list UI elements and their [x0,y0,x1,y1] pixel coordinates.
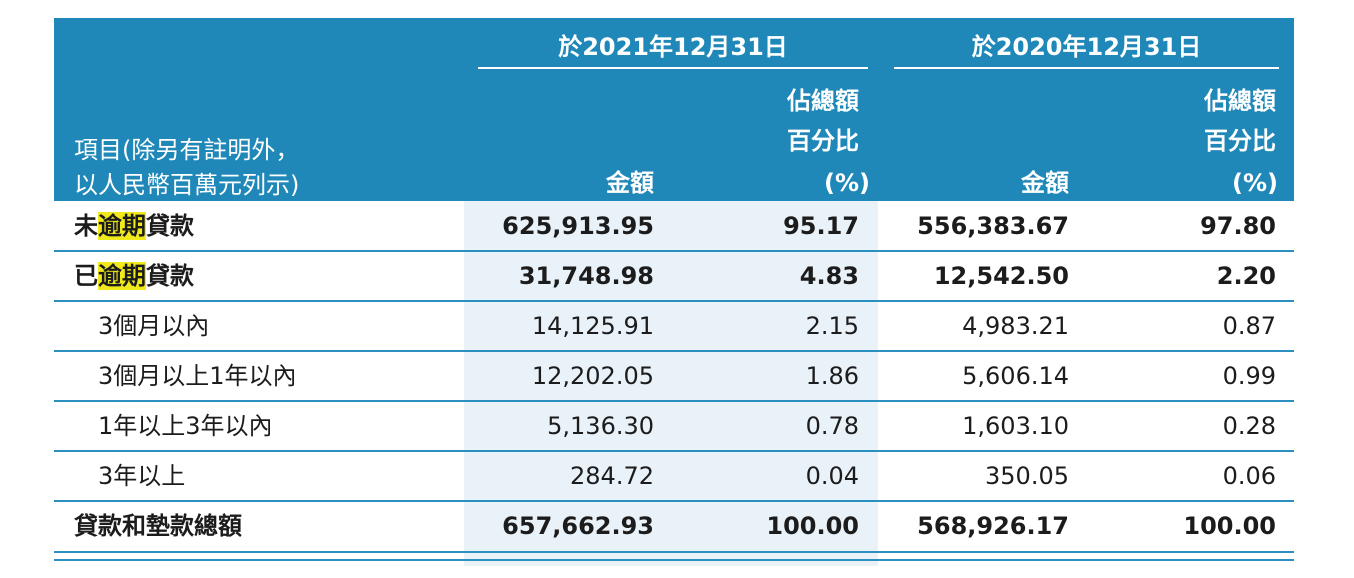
item-label-line1: 項目(除另有註明外， [74,136,300,164]
amount-2020: 556,383.67 [917,212,1069,240]
table-header: 於2021年12月31日 於2020年12月31日 項目(除另有註明外， 以人民… [54,18,1294,201]
pct-2021-label-line1: 佔總額 [787,87,859,115]
amount-2020: 1,603.10 [962,412,1069,440]
row-label: 3個月以上1年以內 [98,362,297,390]
amount-2021-label: 金額 [606,169,654,197]
pct-2021-label-line2: 百分比 [787,127,859,155]
amount-2020: 350.05 [985,462,1069,490]
amount-2020: 12,542.50 [933,262,1069,290]
row-label: 1年以上3年以內 [98,412,273,440]
table-row: 未逾期貸款 625,913.95 95.17 556,383.67 97.80 [54,201,1294,251]
period-2021-heading: 於2021年12月31日 [558,33,788,61]
amount-2021: 657,662.93 [502,512,654,540]
pct-2021: 100.00 [766,512,859,540]
row-label: 3個月以內 [98,312,210,340]
pct-2021: 0.78 [805,412,859,440]
amount-2021: 5,136.30 [547,412,654,440]
row-label: 貸款和墊款總額 [74,512,242,540]
row-label: 未逾期貸款 [74,212,194,240]
row-separator [54,250,1294,252]
total-rule-upper [54,551,1294,553]
amount-2020: 568,926.17 [917,512,1069,540]
pct-2021: 4.83 [799,262,859,290]
table-row: 3個月以內 14,125.91 2.15 4,983.21 0.87 [54,301,1294,351]
amount-2020: 4,983.21 [962,312,1069,340]
pct-2020: 100.00 [1183,512,1276,540]
table-row: 已逾期貸款 31,748.98 4.83 12,542.50 2.20 [54,251,1294,301]
row-separator [54,500,1294,502]
pct-2020: 97.80 [1200,212,1276,240]
pct-2020-label-line3: (%) [1232,169,1278,197]
amount-2021: 12,202.05 [531,362,654,390]
row-separator [54,300,1294,302]
pct-2021: 1.86 [805,362,859,390]
pct-2020: 0.06 [1222,462,1276,490]
period-2020-underline [894,67,1279,69]
row-separator [54,450,1294,452]
total-rule-lower [54,559,1294,561]
table-row-total: 貸款和墊款總額 657,662.93 100.00 568,926.17 100… [54,501,1294,551]
item-label-line2: 以人民幣百萬元列示) [74,171,300,199]
period-2020-heading: 於2020年12月31日 [971,33,1202,61]
row-label: 已逾期貸款 [74,262,194,290]
loan-overdue-table: 於2021年12月31日 於2020年12月31日 項目(除另有註明外， 以人民… [54,18,1294,566]
row-separator [54,350,1294,352]
table-row: 3個月以上1年以內 12,202.05 1.86 5,606.14 0.99 [54,351,1294,401]
pct-2020-label-line1: 佔總額 [1204,87,1276,115]
amount-2021: 14,125.91 [531,312,654,340]
column-shading-2021 [464,201,878,566]
amount-2021: 284.72 [570,462,654,490]
period-2021-underline [478,67,868,69]
row-label: 3年以上 [98,462,186,490]
row-separator [54,400,1294,402]
amount-2021: 625,913.95 [502,212,654,240]
pct-2020: 0.99 [1222,362,1276,390]
pct-2021: 2.15 [805,312,859,340]
pct-2021: 95.17 [783,212,859,240]
pct-2020: 2.20 [1216,262,1276,290]
pct-2020-label-line2: 百分比 [1204,127,1276,155]
pct-2021-label-line3: (%) [824,169,870,197]
pct-2021: 0.04 [805,462,859,490]
amount-2020-label: 金額 [1021,169,1069,197]
pct-2020: 0.87 [1222,312,1276,340]
table-row: 1年以上3年以內 5,136.30 0.78 1,603.10 0.28 [54,401,1294,451]
pct-2020: 0.28 [1222,412,1276,440]
amount-2020: 5,606.14 [962,362,1069,390]
table-row: 3年以上 284.72 0.04 350.05 0.06 [54,451,1294,501]
amount-2021: 31,748.98 [518,262,654,290]
